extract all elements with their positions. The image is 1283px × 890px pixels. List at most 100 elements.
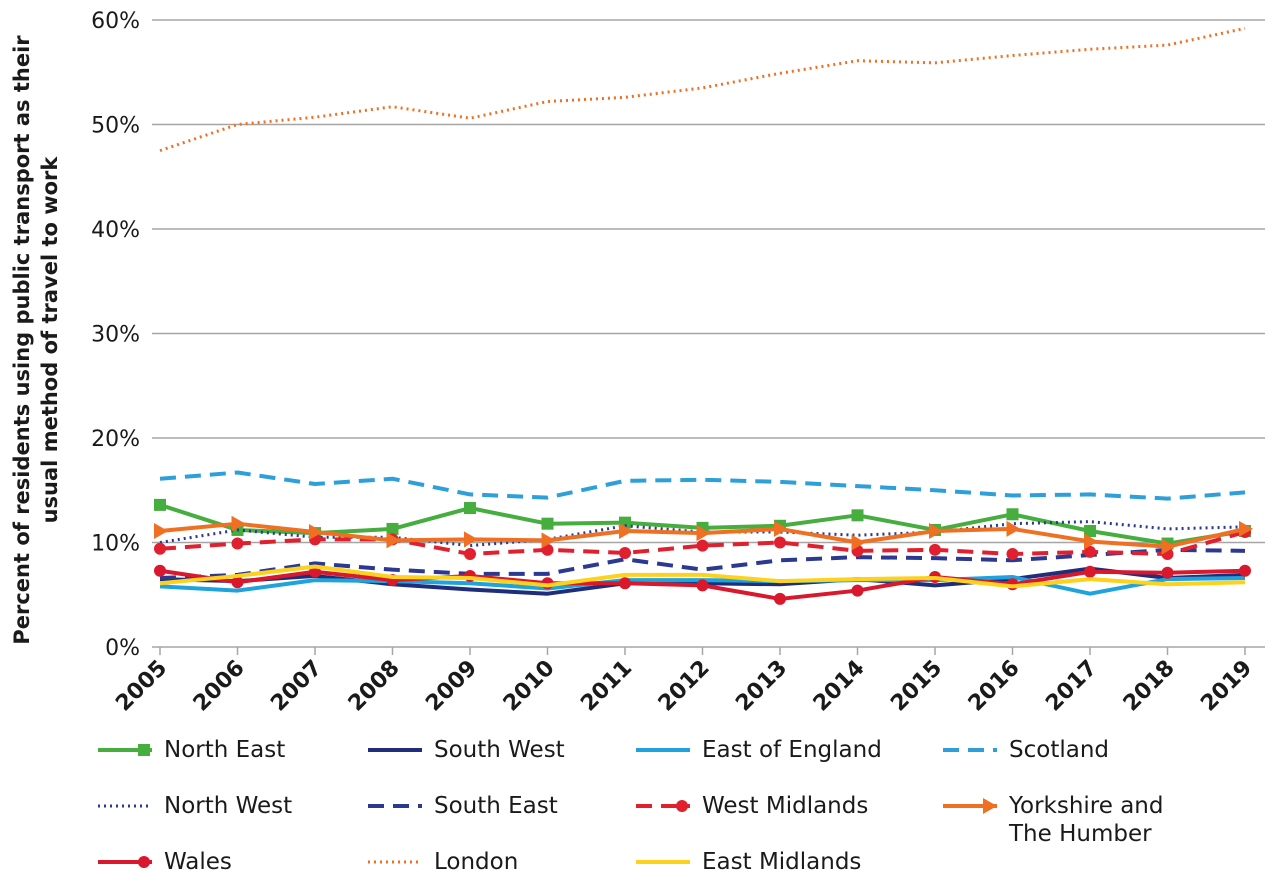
marker (983, 798, 997, 814)
x-tick-label: 2015 (886, 656, 947, 717)
marker (1084, 545, 1096, 558)
x-tick-label: 2019 (1196, 656, 1257, 717)
legend-item: West Midlands (636, 792, 868, 820)
legend-item: London (368, 848, 518, 876)
marker (696, 525, 711, 542)
marker (154, 542, 166, 555)
legend-swatch (98, 744, 152, 756)
y-tick-label: 60% (91, 9, 140, 34)
legend-item: Yorkshire and The Humber (943, 792, 1199, 848)
marker (541, 543, 554, 556)
marker (231, 576, 244, 589)
x-tick-label: 2017 (1041, 656, 1102, 717)
marker (464, 502, 476, 515)
legend-swatch (98, 804, 152, 808)
marker (138, 856, 150, 868)
y-tick-label: 20% (91, 427, 140, 452)
legend-label: North East (164, 737, 286, 763)
marker (154, 523, 168, 540)
legend-label: Scotland (1009, 737, 1109, 763)
legend-swatch (636, 860, 690, 864)
legend-item: North West (98, 792, 292, 820)
marker (541, 532, 556, 549)
marker (1084, 525, 1096, 538)
marker (851, 509, 864, 522)
legend-swatch (98, 856, 152, 868)
legend-swatch (636, 748, 690, 752)
legend-swatch (368, 804, 422, 808)
y-tick-label: 30% (91, 323, 140, 348)
marker (386, 522, 399, 535)
legend-label: South East (434, 793, 558, 819)
legend-label: London (434, 849, 519, 875)
legend-label: South West (434, 737, 565, 763)
series-line (159, 470, 1246, 501)
marker (464, 547, 476, 560)
y-tick-label: 50% (91, 114, 140, 139)
y-tick-label: 10% (91, 532, 140, 557)
x-tick-label: 2014 (809, 656, 870, 717)
marker (1161, 566, 1174, 579)
legend-item: East Midlands (636, 848, 861, 876)
x-tick-label: 2010 (499, 656, 560, 717)
x-tick-label: 2016 (964, 656, 1025, 717)
marker (231, 537, 244, 550)
marker (851, 584, 864, 597)
marker (1239, 520, 1253, 537)
marker (1161, 538, 1176, 555)
marker (929, 543, 941, 556)
marker (541, 517, 554, 530)
x-tick-label: 2018 (1119, 656, 1180, 717)
legend-item: East of England (636, 736, 882, 764)
marker (138, 744, 150, 756)
legend-swatch (368, 748, 422, 752)
marker (774, 520, 788, 537)
legend-item: Wales (98, 848, 232, 876)
marker (619, 577, 631, 590)
marker (774, 592, 786, 605)
y-tick-label: 40% (91, 218, 140, 243)
legend-label: West Midlands (702, 793, 869, 819)
legend-swatch (943, 748, 997, 752)
legend-swatch (368, 860, 422, 864)
legend-label: Yorkshire and The Humber (1009, 793, 1164, 847)
marker (696, 579, 709, 592)
legend-item: South East (368, 792, 558, 820)
series-line (159, 547, 1246, 581)
y-tick-label: 0% (105, 636, 140, 661)
marker (386, 532, 401, 549)
legend-label: East of England (702, 737, 882, 763)
x-tick-label: 2008 (344, 656, 405, 717)
y-axis-label: Percent of residents using public transp… (10, 35, 62, 645)
legend-item: North East (98, 736, 285, 764)
marker (154, 498, 166, 511)
marker (1084, 533, 1098, 550)
x-tick-label: 2005 (111, 656, 172, 717)
x-tick-label: 2007 (266, 656, 327, 717)
x-tick-label: 2013 (731, 656, 792, 717)
marker (231, 515, 246, 532)
x-tick-label: 2011 (576, 656, 637, 717)
series-line (159, 26, 1246, 153)
marker (619, 523, 633, 540)
series-line (159, 530, 1246, 556)
marker (309, 524, 323, 541)
x-tick-label: 2006 (189, 656, 250, 717)
legend-item: Scotland (943, 736, 1109, 764)
legend-item: South West (368, 736, 565, 764)
marker (1239, 564, 1251, 577)
marker (851, 534, 866, 551)
series-line (159, 564, 1246, 589)
x-tick-label: 2009 (421, 656, 482, 717)
marker (1084, 565, 1096, 578)
marker (1006, 547, 1019, 560)
marker (676, 800, 688, 812)
marker (1006, 508, 1019, 521)
legend-swatch (943, 798, 997, 814)
legend-label: Wales (164, 849, 232, 875)
marker (1006, 520, 1021, 537)
marker (929, 523, 943, 540)
marker (774, 536, 786, 549)
marker (696, 539, 709, 552)
